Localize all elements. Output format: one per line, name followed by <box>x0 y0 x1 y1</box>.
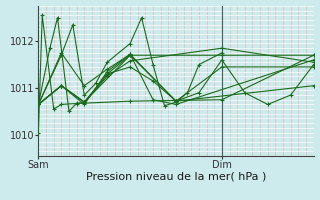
X-axis label: Pression niveau de la mer( hPa ): Pression niveau de la mer( hPa ) <box>86 172 266 182</box>
